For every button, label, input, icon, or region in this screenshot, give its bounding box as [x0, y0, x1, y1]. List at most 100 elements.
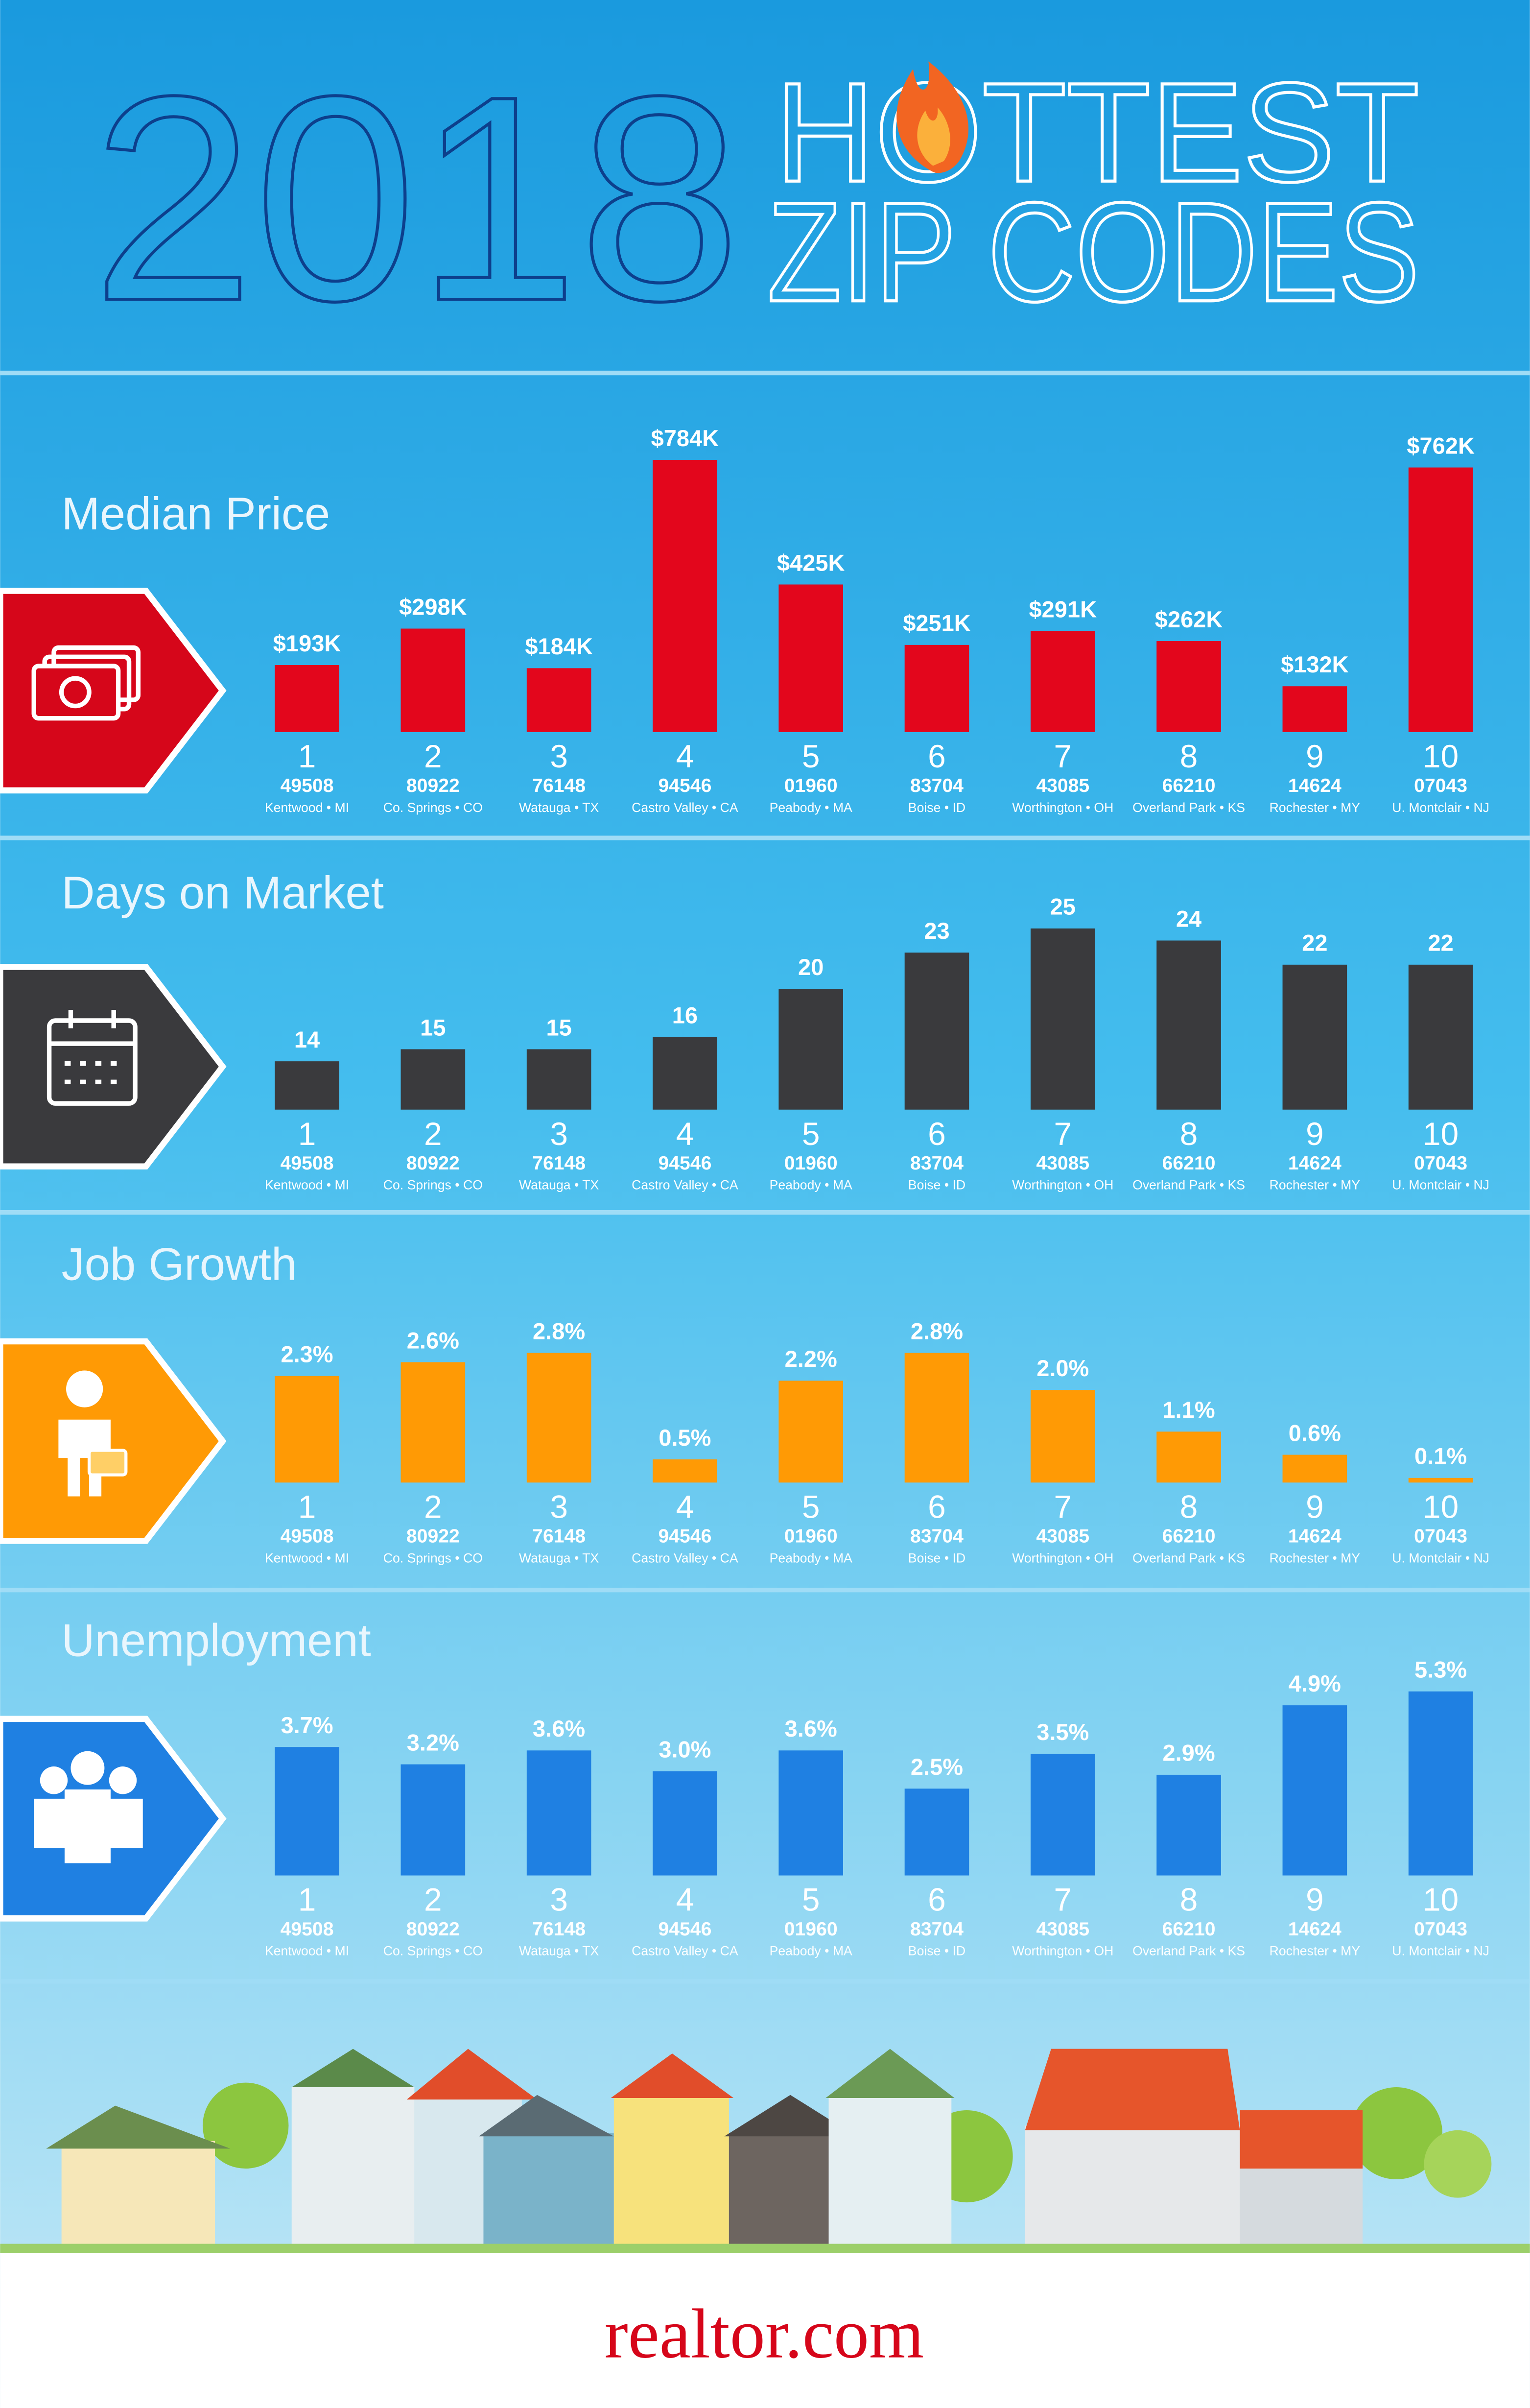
- x-tick-label: 4: [676, 1488, 694, 1525]
- header-year: 2018: [92, 36, 741, 361]
- chart-title: Job Growth: [62, 1239, 297, 1290]
- location-label: Kentwood • MI: [265, 1550, 349, 1565]
- bar: [1282, 686, 1347, 732]
- zip-label: 94546: [658, 1153, 711, 1174]
- x-tick-label: 8: [1180, 1488, 1198, 1525]
- x-tick-label: 6: [928, 738, 946, 774]
- x-tick-label: 2: [424, 1116, 442, 1152]
- group-icon: [34, 1751, 143, 1863]
- zip-label: 07043: [1414, 1526, 1467, 1547]
- header-line1: HOTTEST: [775, 54, 1419, 212]
- location-label: Overland Park • KS: [1132, 1178, 1245, 1192]
- location-label: Overland Park • KS: [1132, 800, 1245, 815]
- x-tick-label: 10: [1423, 1882, 1459, 1918]
- x-tick-label: 8: [1180, 738, 1198, 774]
- location-label: Watauga • TX: [519, 1944, 599, 1958]
- zip-label: 49508: [281, 1919, 334, 1940]
- zip-label: 49508: [281, 1526, 334, 1547]
- roof: [825, 2049, 955, 2098]
- value-label: 2.9%: [1162, 1740, 1215, 1766]
- bar: [275, 1061, 339, 1110]
- x-tick-label: 9: [1306, 1882, 1324, 1918]
- x-tick-label: 7: [1054, 738, 1072, 774]
- bar: [400, 628, 466, 732]
- value-label: 2.2%: [785, 1346, 837, 1372]
- location-label: Co. Springs • CO: [383, 1944, 483, 1958]
- x-tick-label: 2: [424, 1488, 442, 1525]
- house: [291, 2087, 415, 2253]
- location-label: Kentwood • MI: [265, 1178, 349, 1192]
- zip-label: 01960: [784, 1153, 838, 1174]
- chart-title: Median Price: [62, 488, 330, 539]
- zip-label: 83704: [910, 1153, 964, 1174]
- value-label: 2.6%: [407, 1327, 459, 1353]
- bar: [1156, 1774, 1221, 1876]
- value-label: 2.5%: [911, 1754, 963, 1780]
- footer: [0, 2253, 1530, 2408]
- bar: [1408, 1478, 1473, 1483]
- value-label: 1.1%: [1162, 1397, 1215, 1423]
- house: [613, 2095, 729, 2253]
- value-label: 22: [1302, 930, 1327, 956]
- value-label: $184K: [525, 633, 593, 659]
- x-tick-label: 6: [928, 1488, 946, 1525]
- x-tick-label: 9: [1306, 1488, 1324, 1525]
- value-label: 14: [294, 1026, 320, 1052]
- bar: [1156, 1431, 1221, 1483]
- bar: [526, 668, 591, 732]
- location-label: Worthington • OH: [1012, 1944, 1113, 1958]
- bar: [904, 1788, 969, 1876]
- tree: [202, 2082, 289, 2169]
- chart-title: Days on Market: [62, 867, 384, 918]
- location-label: U. Montclair • NJ: [1392, 1944, 1489, 1958]
- bar: [1030, 631, 1095, 732]
- roof: [724, 2095, 856, 2137]
- location-label: Boise • ID: [908, 1550, 965, 1565]
- zip-label: 66210: [1162, 775, 1216, 796]
- value-label: 20: [798, 954, 824, 980]
- x-tick-label: 9: [1306, 1116, 1324, 1152]
- zip-label: 83704: [910, 1919, 964, 1940]
- location-label: U. Montclair • NJ: [1392, 800, 1489, 815]
- zip-label: 01960: [784, 1526, 838, 1547]
- zip-label: 66210: [1162, 1919, 1216, 1940]
- x-tick-label: 10: [1423, 738, 1459, 774]
- roof: [1240, 2110, 1363, 2169]
- header-line2: ZIP CODES: [767, 173, 1419, 331]
- zip-label: 76148: [532, 775, 586, 796]
- x-tick-label: 4: [676, 1882, 694, 1918]
- bar: [653, 1771, 717, 1876]
- zip-label: 94546: [658, 1526, 711, 1547]
- value-label: 2.0%: [1036, 1355, 1089, 1381]
- value-label: 2.8%: [911, 1318, 963, 1344]
- x-tick-label: 5: [802, 738, 820, 774]
- value-label: 3.0%: [659, 1737, 711, 1763]
- location-label: Rochester • MY: [1270, 1178, 1361, 1192]
- bar: [275, 665, 339, 732]
- value-label: $251K: [903, 610, 971, 636]
- flame-inner: [917, 107, 950, 166]
- x-tick-label: 3: [550, 738, 568, 774]
- x-tick-label: 6: [928, 1116, 946, 1152]
- house: [61, 2141, 215, 2253]
- value-label: 15: [420, 1014, 446, 1040]
- zip-label: 49508: [281, 1153, 334, 1174]
- value-label: 5.3%: [1414, 1657, 1467, 1683]
- x-tick-label: 9: [1306, 738, 1324, 774]
- zip-label: 01960: [784, 775, 838, 796]
- zip-label: 94546: [658, 775, 711, 796]
- x-tick-label: 3: [550, 1882, 568, 1918]
- value-label: 3.7%: [281, 1712, 333, 1738]
- bar: [778, 584, 844, 732]
- location-label: Overland Park • KS: [1132, 1550, 1245, 1565]
- zip-label: 14624: [1288, 1919, 1342, 1940]
- value-label: $262K: [1155, 606, 1223, 632]
- location-label: Peabody • MA: [770, 1178, 852, 1192]
- value-label: 24: [1176, 906, 1201, 931]
- value-label: 0.6%: [1289, 1420, 1341, 1446]
- zip-label: 83704: [910, 775, 964, 796]
